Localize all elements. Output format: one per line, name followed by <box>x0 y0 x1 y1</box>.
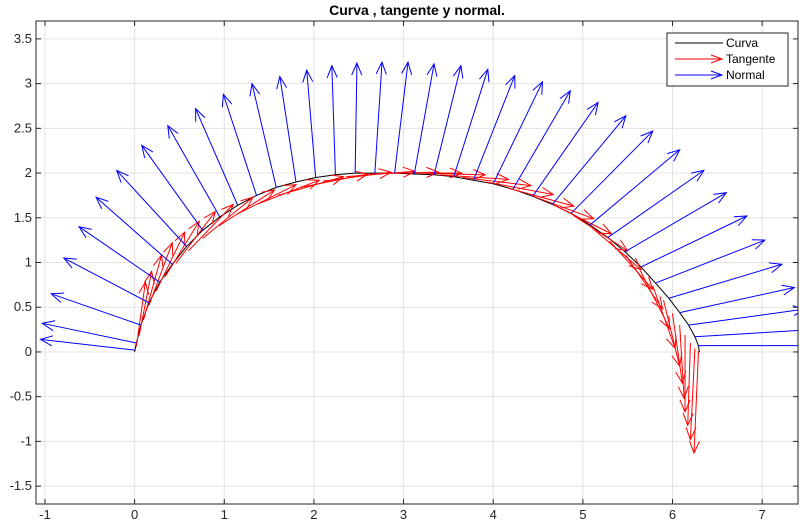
x-tick-label: 6 <box>669 507 676 522</box>
tangent-arrow <box>689 351 701 455</box>
normal-arrow <box>49 292 142 326</box>
y-tick-label: 1.5 <box>14 210 32 225</box>
tangent-arrow <box>175 210 217 264</box>
normal-arrow <box>413 62 438 175</box>
normal-arrow <box>640 215 749 268</box>
normal-arrow <box>453 68 490 177</box>
normal-arrow <box>679 284 796 314</box>
normal-arrow <box>374 60 387 174</box>
normal-arrow <box>694 330 798 338</box>
normal-arrow <box>276 75 297 183</box>
tangent-arrow <box>508 187 576 209</box>
normal-layer <box>39 60 798 351</box>
y-tick-label: 0.5 <box>14 299 32 314</box>
normal-arrow <box>668 262 784 299</box>
normal-arrow <box>655 239 766 284</box>
tangent-arrow <box>188 203 235 252</box>
normal-arrow <box>195 107 239 206</box>
tangent-arrow <box>530 194 595 220</box>
chart-title: Curva , tangente y normal. <box>329 2 505 18</box>
tangent-arrow <box>625 255 664 311</box>
y-tick-label: 3 <box>25 76 32 91</box>
normal-arrow <box>95 196 173 265</box>
x-tick-label: 3 <box>400 507 407 522</box>
normal-arrow <box>351 61 363 174</box>
normal-arrow <box>167 124 221 218</box>
tangent-arrow <box>218 189 276 227</box>
tangent-arrow <box>572 214 629 252</box>
normal-arrow <box>532 101 599 197</box>
normal-arrow <box>115 169 187 247</box>
tangent-arrow <box>552 203 613 235</box>
legend-swatch-normal <box>675 70 724 80</box>
x-tick-label: 4 <box>490 507 497 522</box>
normal-arrow <box>589 148 681 226</box>
curve-line <box>134 172 700 352</box>
ticks: -1 0 1 2 3 4 5 6 7 -1.5 -1 -0.5 0 0.5 1 1.5 2 2.5 3 3.5 <box>10 21 798 522</box>
normal-arrow <box>607 169 705 238</box>
legend-label-tangente: Tangente <box>726 52 776 66</box>
y-tick-label: 0 <box>25 344 32 359</box>
tangent-layer <box>135 166 701 455</box>
normal-arrow <box>302 68 317 178</box>
normal-arrow <box>221 93 258 196</box>
normal-arrow <box>77 225 160 283</box>
y-tick-label: 1 <box>25 255 32 270</box>
x-tick-label: 7 <box>759 507 766 522</box>
normal-arrow <box>249 82 277 188</box>
y-tick-label: -1.5 <box>10 478 32 493</box>
y-tick-label: -0.5 <box>10 389 32 404</box>
y-tick-label: -1 <box>20 433 32 448</box>
legend-swatch-tangente <box>675 54 724 64</box>
normal-arrow <box>551 114 627 205</box>
y-tick-label: 2.5 <box>14 120 32 135</box>
normal-arrow <box>141 144 204 231</box>
legend: Curva Tangente Normal <box>666 32 789 87</box>
normal-arrow <box>624 192 728 253</box>
x-tick-label: 0 <box>131 507 138 522</box>
y-tick-label: 3.5 <box>14 31 32 46</box>
x-tick-label: 5 <box>579 507 586 522</box>
normal-arrow <box>326 64 338 175</box>
y-tick-label: 2 <box>25 165 32 180</box>
x-tick-label: 2 <box>310 507 317 522</box>
normal-arrow <box>512 89 571 190</box>
tangent-arrow <box>677 325 689 400</box>
curve-layer <box>134 172 700 352</box>
x-tick-label: 1 <box>221 507 228 522</box>
normal-arrow <box>492 80 544 185</box>
normal-arrow <box>433 64 464 175</box>
tangent-arrow <box>138 270 155 336</box>
legend-label-curva: Curva <box>726 36 758 50</box>
normal-arrow <box>394 60 413 174</box>
normal-arrow <box>473 74 516 181</box>
x-tick-label: -1 <box>39 507 51 522</box>
tangent-arrow <box>148 241 174 306</box>
tangent-arrow <box>685 348 697 441</box>
legend-label-normal: Normal <box>726 68 765 82</box>
normal-arrow <box>39 335 135 351</box>
tangent-arrow <box>164 220 200 278</box>
normal-arrow <box>570 130 654 214</box>
tangent-arrow <box>485 181 555 198</box>
tangent-arrow <box>202 196 254 239</box>
normal-arrow <box>62 257 150 304</box>
normal-arrow <box>41 320 137 344</box>
